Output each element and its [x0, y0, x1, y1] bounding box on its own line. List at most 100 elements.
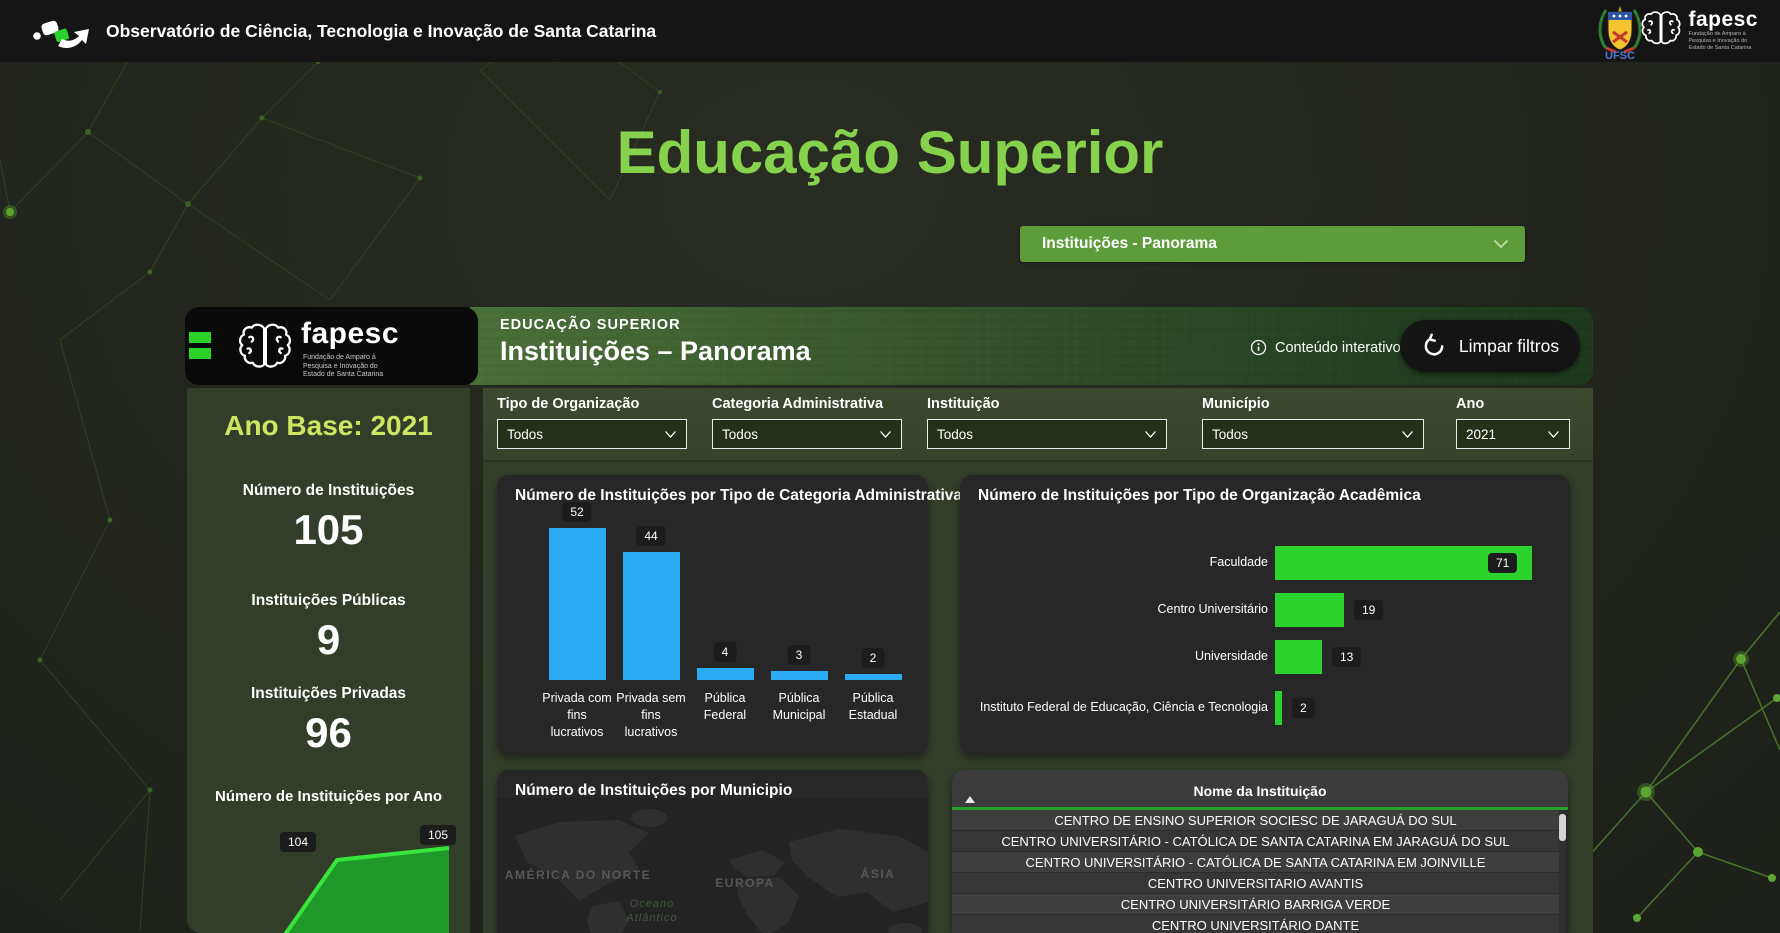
axis-label-line: Municipal	[772, 708, 826, 722]
kpi-label: Número de Instituições	[242, 482, 415, 499]
category-label: Universidade	[1195, 649, 1268, 663]
axis-category-label: Pública Federal	[677, 690, 773, 724]
bar-pública[interactable]	[697, 668, 754, 680]
map-ocean-label: Atlântico	[626, 912, 678, 924]
brand-accent-square	[189, 332, 211, 343]
fapesc-subtitle: Fundação de Amparo à Pesquisa e Inovação …	[303, 354, 383, 380]
axis-label-line: Pública	[704, 691, 746, 705]
filter-selected-value: Todos	[1212, 426, 1249, 442]
kpi-label: Instituições Públicas	[251, 592, 406, 609]
table-scrollbar-thumb[interactable]	[1559, 814, 1566, 841]
page-title: Educação Superior	[616, 119, 1164, 186]
bar-pública[interactable]	[845, 674, 902, 680]
app-title: Observatório de Ciência, Tecnologia e In…	[106, 20, 657, 41]
kpi-label: Instituições Privadas	[250, 685, 407, 702]
axis-label-line: lucrativos	[624, 725, 678, 739]
data-label: 44	[636, 526, 666, 546]
filter-dropdown[interactable]: Todos	[927, 419, 1167, 449]
data-label: 3	[787, 645, 811, 665]
fapesc-wordmark: fapesc	[1688, 8, 1758, 31]
filter-label: Instituição	[927, 396, 1000, 412]
fapesc-subtitle-line: Estado de Santa Catarina	[1688, 45, 1752, 51]
table-header-rule	[952, 807, 1568, 810]
table-row[interactable]: CENTRO UNIVERSITÁRIO DANTE	[952, 915, 1559, 933]
bar-centro[interactable]	[1275, 593, 1344, 627]
filter-selected-value: Todos	[507, 426, 544, 442]
bar-universidade[interactable]	[1275, 640, 1322, 674]
table-row[interactable]: CENTRO DE ENSINO SUPERIOR SOCIESC DE JAR…	[952, 810, 1559, 831]
filter-label: Município	[1202, 396, 1270, 412]
axis-category-label: Privada com fins lucrativos	[529, 690, 625, 741]
fapesc-brand-card: fapesc Fundação de Amparo à Pesquisa e In…	[185, 307, 478, 385]
table-row[interactable]: CENTRO UNIVERSITÁRIO BARRIGA VERDE	[952, 894, 1559, 915]
chevron-down-icon	[1493, 239, 1509, 249]
kpi-value: 9	[316, 616, 341, 663]
bar-privada-com[interactable]	[549, 528, 606, 680]
axis-label-line: Federal	[703, 708, 747, 722]
fapesc-subtitle-line: Estado de Santa Catarina	[303, 371, 384, 378]
bar-instituto[interactable]	[1275, 691, 1282, 725]
filter-4: Município Todos	[1202, 396, 1424, 449]
panel-title: Instituições – Panorama	[500, 336, 811, 366]
axis-label-line: Privada sem	[616, 691, 686, 705]
kpi-value: 105	[293, 506, 364, 553]
map-labels: AMÉRICA DO NORTE EUROPA ÁSIA Oceano Atlântic…	[497, 770, 928, 933]
kpi-value: 96	[305, 709, 352, 756]
horizontal-bar-chart: Faculdade 71 Centro Universitário 19 Univers…	[960, 475, 1570, 755]
area-chart-svg	[283, 846, 450, 933]
year-chart-title: Número de Instituições por Ano	[215, 788, 442, 805]
view-selector-dropdown[interactable]: Instituições - Panorama	[1020, 226, 1525, 262]
filter-label: Ano	[1456, 396, 1485, 412]
filter-label: Categoria Administrativa	[712, 396, 884, 412]
table-row[interactable]: CENTRO UNIVERSITÁRIO - CATÓLICA DE SANTA…	[952, 831, 1559, 852]
filter-selected-value: 2021	[1466, 426, 1497, 442]
card-municipio-map: Número de Instituições por Municipio AMÉ…	[497, 770, 928, 933]
fapesc-wordmark: fapesc	[301, 317, 400, 350]
filter-5: Ano 2021	[1456, 396, 1570, 449]
axis-label-line: Pública	[778, 691, 820, 705]
table-header-label: Nome da Instituição	[1193, 783, 1327, 799]
chevron-down-icon	[1145, 430, 1156, 438]
world-map[interactable]	[497, 798, 928, 933]
institutions-by-year-chart[interactable]: 104 105	[187, 816, 470, 933]
bar-privada-sem[interactable]	[623, 552, 680, 680]
axis-label-line: Estadual	[848, 708, 898, 722]
clear-filters-button[interactable]: Limpar filtros	[1400, 320, 1580, 372]
table-row[interactable]: CENTRO UNIVERSITÁRIO - CATÓLICA DE SANTA…	[952, 852, 1559, 873]
observatory-logo-icon	[33, 20, 89, 48]
category-label: Instituto Federal de Educação, Ciência e…	[979, 700, 1268, 714]
card-title: Número de Instituições por Tipo de Categ…	[515, 487, 962, 504]
card-institution-table: Nome da Instituição CENTRO DE ENSINO SUP…	[952, 770, 1568, 933]
card-title: Número de Instituições por Tipo de Organ…	[978, 487, 1421, 504]
axis-label-line: fins	[641, 708, 661, 722]
data-label: 105	[420, 825, 457, 845]
table-sort-header[interactable]: Nome da Instituição	[952, 770, 1568, 807]
fapesc-subtitle: Fundação de Amparo à Pesquisa e Inovação …	[1688, 31, 1758, 52]
data-label: 2	[861, 648, 885, 668]
bar-pública[interactable]	[771, 671, 828, 680]
clear-filters-label: Limpar filtros	[1458, 335, 1560, 356]
filter-label: Tipo de Organização	[497, 396, 640, 412]
brain-icon	[238, 323, 292, 368]
data-label: 52	[562, 502, 592, 522]
fapesc-subtitle-line: Fundação de Amparo à	[1688, 31, 1746, 37]
filter-dropdown[interactable]: 2021	[1456, 419, 1570, 449]
table-body: CENTRO DE ENSINO SUPERIOR SOCIESC DE JAR…	[952, 810, 1559, 933]
data-label: 2	[1292, 698, 1315, 718]
filter-dropdown[interactable]: Todos	[497, 419, 687, 449]
filter-dropdown[interactable]: Todos	[1202, 419, 1424, 449]
filter-dropdown[interactable]: Todos	[712, 419, 902, 449]
data-label: 13	[1332, 647, 1362, 667]
interactive-content-note[interactable]: Conteúdo interativo	[1250, 339, 1401, 356]
top-bar: Observatório de Ciência, Tecnologia e In…	[0, 0, 1780, 62]
undo-icon	[1424, 333, 1444, 356]
table-row[interactable]: CENTRO UNIVERSITARIO AVANTIS	[952, 873, 1559, 894]
fapesc-subtitle-line: Pesquisa e Inovação do	[303, 362, 378, 370]
fapesc-logo-topbar: fapesc Fundação de Amparo à Pesquisa e In…	[1640, 9, 1758, 52]
filter-2: Categoria Administrativa Todos	[712, 396, 902, 449]
bar-chart: 52 Privada com fins lucrativos 44 Privada sem…	[497, 475, 928, 755]
table-scrollbar-track	[1559, 810, 1566, 933]
axis-label-line: lucrativos	[550, 725, 604, 739]
filter-selected-value: Todos	[722, 426, 759, 442]
